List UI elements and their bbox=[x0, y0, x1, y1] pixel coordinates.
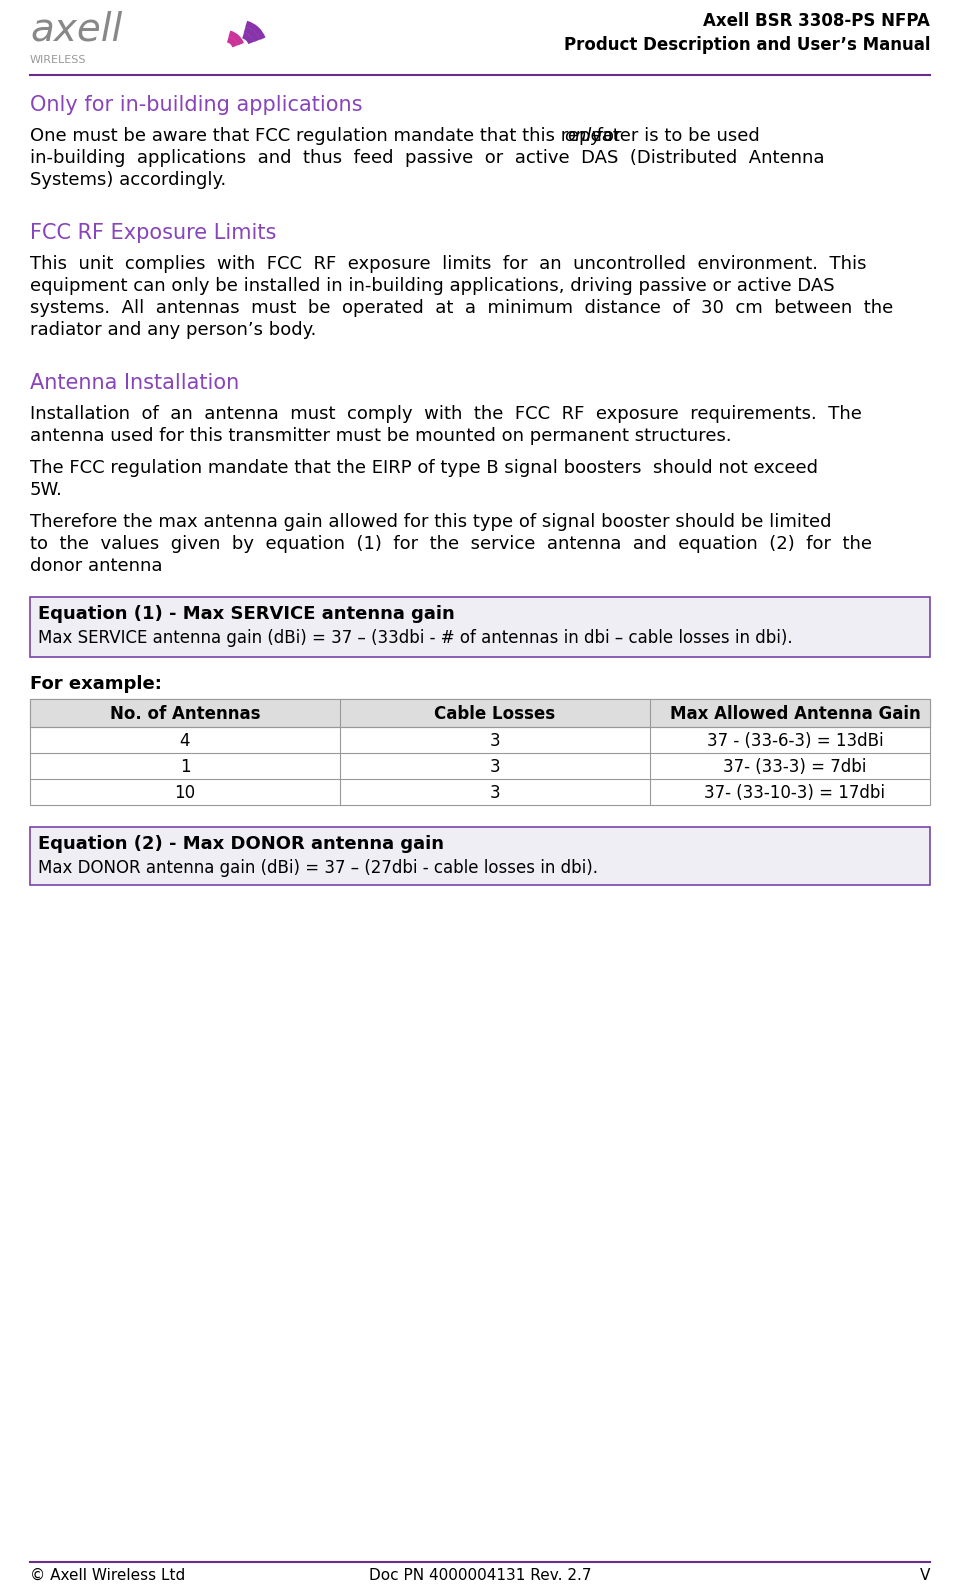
Text: This  unit  complies  with  FCC  RF  exposure  limits  for  an  uncontrolled  en: This unit complies with FCC RF exposure … bbox=[30, 255, 867, 273]
Text: No. of Antennas: No. of Antennas bbox=[109, 705, 260, 724]
Text: FCC RF Exposure Limits: FCC RF Exposure Limits bbox=[30, 223, 276, 242]
Text: Systems) accordingly.: Systems) accordingly. bbox=[30, 171, 227, 190]
Text: 3: 3 bbox=[490, 732, 500, 751]
Text: Equation (1) - Max SERVICE antenna gain: Equation (1) - Max SERVICE antenna gain bbox=[38, 606, 455, 623]
Bar bbox=[30, 700, 930, 727]
Text: Product Description and User’s Manual: Product Description and User’s Manual bbox=[564, 37, 930, 54]
Text: 3: 3 bbox=[490, 784, 500, 802]
Text: Doc PN 4000004131 Rev. 2.7: Doc PN 4000004131 Rev. 2.7 bbox=[369, 1568, 591, 1583]
Text: 37- (33-10-3) = 17dbi: 37- (33-10-3) = 17dbi bbox=[705, 784, 885, 802]
Text: radiator and any person’s body.: radiator and any person’s body. bbox=[30, 320, 317, 340]
Text: 5W.: 5W. bbox=[30, 481, 62, 499]
Bar bbox=[30, 598, 930, 657]
Text: only: only bbox=[564, 128, 602, 145]
Text: WIRELESS: WIRELESS bbox=[30, 56, 86, 65]
Text: © Axell Wireless Ltd: © Axell Wireless Ltd bbox=[30, 1568, 185, 1583]
Bar bbox=[30, 700, 930, 805]
Text: Max SERVICE antenna gain (dBi) = 37 – (33dbi - # of antennas in dbi – cable loss: Max SERVICE antenna gain (dBi) = 37 – (3… bbox=[38, 630, 793, 647]
Text: to  the  values  given  by  equation  (1)  for  the  service  antenna  and  equa: to the values given by equation (1) for … bbox=[30, 536, 872, 553]
Text: systems.  All  antennas  must  be  operated  at  a  minimum  distance  of  30  c: systems. All antennas must be operated a… bbox=[30, 300, 893, 317]
Text: For example:: For example: bbox=[30, 674, 162, 693]
Text: Antenna Installation: Antenna Installation bbox=[30, 373, 239, 394]
Text: antenna used for this transmitter must be mounted on permanent structures.: antenna used for this transmitter must b… bbox=[30, 427, 732, 445]
Text: V: V bbox=[920, 1568, 930, 1583]
Text: for: for bbox=[591, 128, 621, 145]
Text: Installation  of  an  antenna  must  comply  with  the  FCC  RF  exposure  requi: Installation of an antenna must comply w… bbox=[30, 405, 862, 422]
Text: 10: 10 bbox=[175, 784, 196, 802]
Text: One must be aware that FCC regulation mandate that this repeater is to be used: One must be aware that FCC regulation ma… bbox=[30, 128, 765, 145]
Text: in-building  applications  and  thus  feed  passive  or  active  DAS  (Distribut: in-building applications and thus feed p… bbox=[30, 148, 825, 167]
Text: 37 - (33-6-3) = 13dBi: 37 - (33-6-3) = 13dBi bbox=[707, 732, 883, 751]
Text: donor antenna: donor antenna bbox=[30, 556, 162, 575]
Text: Axell BSR 3308-PS NFPA: Axell BSR 3308-PS NFPA bbox=[703, 13, 930, 30]
Text: 37- (33-3) = 7dbi: 37- (33-3) = 7dbi bbox=[723, 759, 867, 776]
Text: Max Allowed Antenna Gain: Max Allowed Antenna Gain bbox=[670, 705, 921, 724]
Text: Cable Losses: Cable Losses bbox=[435, 705, 556, 724]
Text: 1: 1 bbox=[180, 759, 190, 776]
Text: axell: axell bbox=[30, 10, 122, 48]
Text: 3: 3 bbox=[490, 759, 500, 776]
Bar bbox=[30, 827, 930, 885]
Text: equipment can only be installed in in-building applications, driving passive or : equipment can only be installed in in-bu… bbox=[30, 277, 834, 295]
Text: Max DONOR antenna gain (dBi) = 37 – (27dbi - cable losses in dbi).: Max DONOR antenna gain (dBi) = 37 – (27d… bbox=[38, 859, 598, 877]
Text: Only for in-building applications: Only for in-building applications bbox=[30, 96, 363, 115]
Text: The FCC regulation mandate that the EIRP of type B signal boosters  should not e: The FCC regulation mandate that the EIRP… bbox=[30, 459, 818, 477]
Text: 4: 4 bbox=[180, 732, 190, 751]
Text: Therefore the max antenna gain allowed for this type of signal booster should be: Therefore the max antenna gain allowed f… bbox=[30, 513, 831, 531]
Text: Equation (2) - Max DONOR antenna gain: Equation (2) - Max DONOR antenna gain bbox=[38, 835, 444, 853]
